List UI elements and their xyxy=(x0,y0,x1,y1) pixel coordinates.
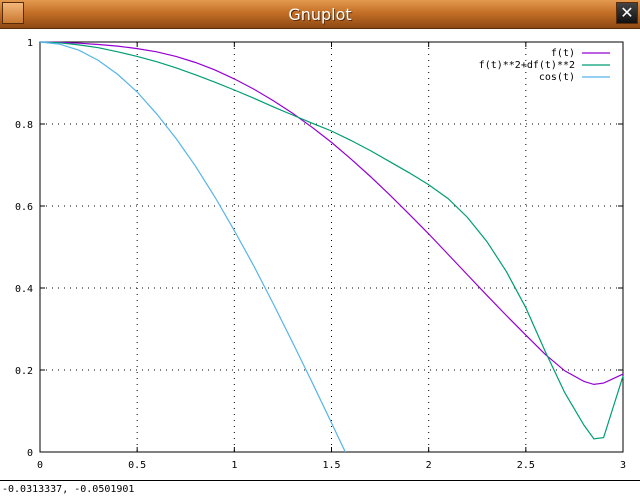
series-line-2 xyxy=(39,41,624,440)
series-lines xyxy=(39,41,624,453)
series-line-1 xyxy=(39,41,624,386)
y-tick-label: 0.6 xyxy=(15,202,33,213)
x-tick-label: 1 xyxy=(231,460,237,471)
title-bar[interactable]: Gnuplot ✕ xyxy=(0,0,640,29)
window-title: Gnuplot xyxy=(288,5,352,24)
legend-entry-2: f(t)**2+df(t)**2 xyxy=(479,60,575,71)
y-tick-label: 0.8 xyxy=(15,120,33,131)
y-tick-label: 1 xyxy=(27,38,33,49)
y-tick-label: 0.2 xyxy=(15,366,33,377)
legend-entry-3: cos(t) xyxy=(539,72,575,83)
window-menu-button[interactable] xyxy=(2,2,24,24)
x-tick-label: 2 xyxy=(426,460,432,471)
close-button[interactable]: ✕ xyxy=(616,2,638,24)
x-tick-label: 2.5 xyxy=(517,460,535,471)
x-tick-label: 0 xyxy=(37,460,43,471)
status-bar: -0.0313337, -0.0501901 xyxy=(0,480,640,500)
x-tick-label: 0.5 xyxy=(128,460,146,471)
legend-entry-1: f(t) xyxy=(551,48,575,59)
y-tick-label: 0.4 xyxy=(15,284,33,295)
grid-lines xyxy=(40,42,623,452)
y-tick-label: 0 xyxy=(27,448,33,459)
chart[interactable]: 0 0.5 1 1.5 2 2.5 3 0 0.2 0.4 0.6 0.8 1 f(t)f(t)**2+… xyxy=(0,29,640,480)
axis-ticks: 0 0.5 1 1.5 2 2.5 3 0 0.2 0.4 0.6 0.8 1 xyxy=(15,38,626,471)
series-line-3 xyxy=(39,41,346,453)
close-icon: ✕ xyxy=(620,3,634,22)
plot-area[interactable]: 0 0.5 1 1.5 2 2.5 3 0 0.2 0.4 0.6 0.8 1 f(t) f(t)**2+… xyxy=(0,29,640,480)
x-tick-label: 3 xyxy=(620,460,626,471)
cursor-coordinates: -0.0313337, -0.0501901 xyxy=(2,484,135,495)
x-tick-label: 1.5 xyxy=(322,460,340,471)
